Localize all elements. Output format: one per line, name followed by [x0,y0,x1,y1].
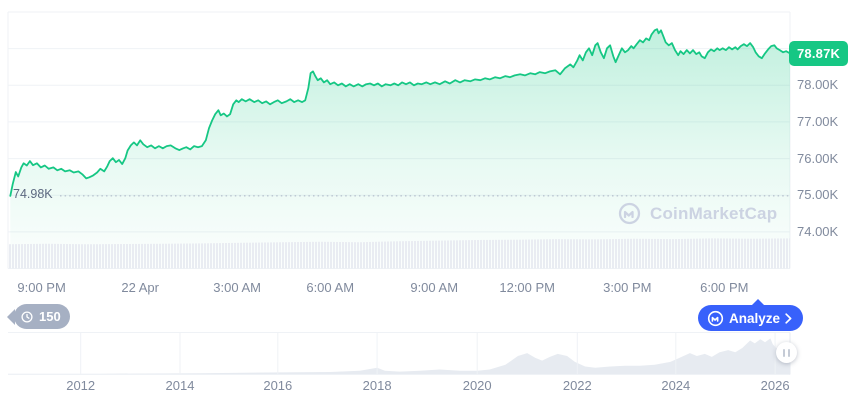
history-count: 150 [39,309,61,324]
analyze-button-label: Analyze [729,310,781,326]
timeline-minimap[interactable] [0,332,860,376]
grip-icon [783,348,785,357]
x-axis-tick-label: 6:00 PM [700,280,749,295]
clock-icon [20,310,34,324]
price-line [9,28,791,197]
timeline-scrubber-handle[interactable] [776,342,797,363]
volume-area [8,238,790,269]
timeline-year-label: 2014 [165,378,195,393]
x-axis-tick-label: 12:00 PM [499,280,556,295]
analyze-button[interactable]: Analyze [698,299,804,331]
grip-icon [788,348,790,357]
x-axis-tick-label: 3:00 PM [603,280,652,295]
y-axis-tick-label: 77.00K [797,113,839,129]
y-axis-tick-label: 74.00K [797,223,839,239]
coinmarketcap-logo-icon [707,310,724,327]
coinmarketcap-watermark: CoinMarketCap [618,202,777,225]
timeline-year-label: 2016 [263,378,293,393]
x-axis: 9:00 PM 22 Apr 3:00 AM 6:00 AM 9:00 AM 12:00 … [0,280,860,296]
timeline-year-label: 2018 [362,378,392,393]
x-axis-tick-label: 22 Apr [121,280,159,295]
y-axis-tick-label: 78.00K [797,77,839,93]
y-axis-tick-label: 76.00K [797,150,839,166]
open-price-label: 74.98K [13,187,53,202]
timeline-year-axis: 2012 2014 2016 2018 2020 2022 2024 2026 [0,378,860,394]
x-axis-tick-label: 3:00 AM [213,280,261,295]
timeline-year-label: 2022 [562,378,592,393]
y-axis-tick-label: 75.00K [797,187,839,203]
timeline-year-label: 2012 [66,378,96,393]
price-area-fill [10,29,791,269]
x-axis-tick-label: 6:00 AM [306,280,355,295]
timeline-year-label: 2020 [462,378,492,393]
x-axis-tick-label: 9:00 PM [17,280,66,295]
timeline-year-label: 2026 [760,378,790,393]
chevron-right-icon [785,312,792,324]
price-chart-canvas[interactable] [0,0,860,270]
current-price-badge: 78.87K [789,41,849,67]
history-badge[interactable]: 150 [7,304,70,329]
timeline-year-label: 2024 [661,378,691,393]
history-area [8,338,790,375]
watermark-text: CoinMarketCap [650,203,778,223]
coinmarketcap-logo-icon [618,202,641,225]
x-axis-tick-label: 9:00 AM [410,280,459,295]
